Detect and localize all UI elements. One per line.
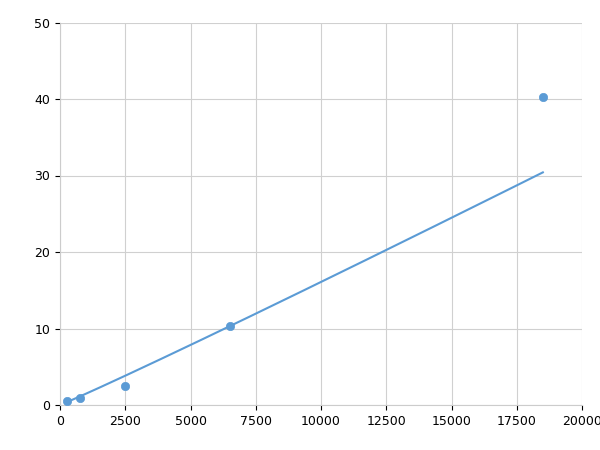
Point [538, 94, 548, 101]
Point [225, 323, 235, 330]
Point [121, 382, 130, 390]
Point [62, 398, 71, 405]
Point [75, 395, 85, 402]
